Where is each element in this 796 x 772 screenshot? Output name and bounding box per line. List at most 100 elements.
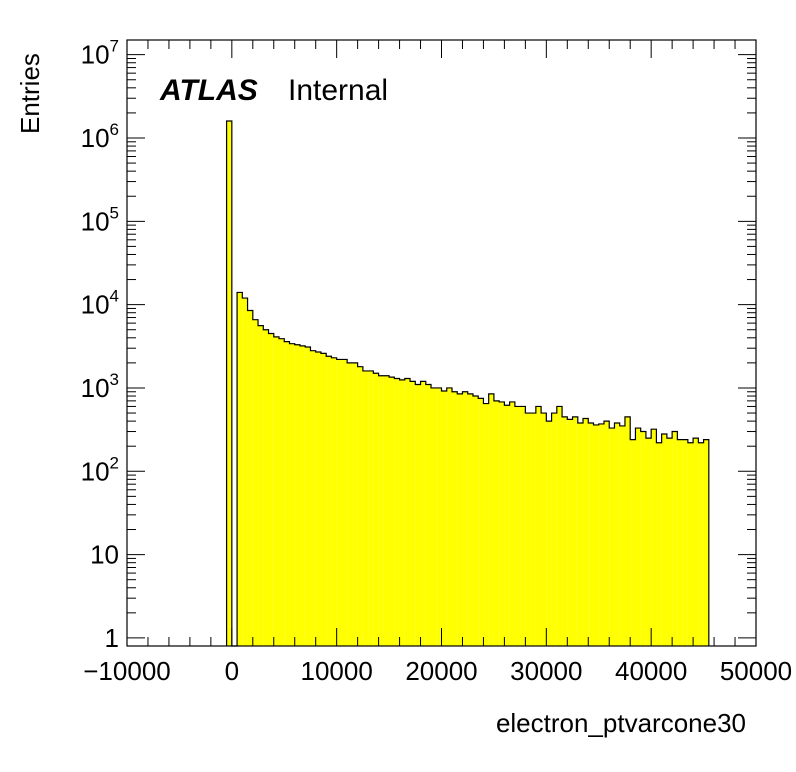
histogram-bar — [520, 406, 526, 646]
histogram-bar — [493, 400, 500, 646]
histogram-bar — [556, 406, 563, 646]
histogram-bar — [305, 347, 311, 646]
histogram-bar — [687, 442, 694, 646]
histogram-bar — [682, 439, 688, 646]
histogram-bar — [431, 387, 437, 646]
histogram-bar — [666, 438, 673, 646]
y-tick-labels: 1 10 102 103 104 105 106 107 — [81, 37, 119, 653]
x-tick-label: 10000 — [301, 656, 373, 686]
x-tick-label: 30000 — [510, 656, 582, 686]
histogram-bar — [703, 439, 709, 646]
x-tick-label: 40000 — [615, 656, 687, 686]
histogram-bar — [252, 319, 259, 646]
histogram-bar — [242, 298, 248, 646]
histogram-bar — [446, 387, 452, 646]
histogram-bar — [462, 391, 468, 646]
histogram-bar — [598, 423, 604, 646]
histogram-bar — [546, 421, 552, 646]
histogram-bar — [478, 398, 484, 646]
histogram-bar — [299, 345, 306, 646]
histogram-bar — [514, 406, 521, 646]
histogram-bar — [378, 375, 384, 646]
histogram-bar — [672, 431, 678, 646]
histogram-bar — [326, 356, 332, 646]
histogram-bar — [530, 413, 536, 646]
histogram-bar — [593, 424, 599, 646]
histogram-bar — [472, 396, 479, 646]
histogram-bar — [583, 418, 589, 646]
histogram-bar — [341, 359, 348, 646]
histogram-bar — [247, 310, 253, 646]
histogram-bar — [488, 393, 494, 646]
histogram-bar — [404, 378, 411, 646]
histogram-bar — [237, 292, 243, 646]
histogram-bars — [226, 120, 709, 647]
histogram-bar — [352, 362, 358, 646]
histogram-bar — [499, 401, 505, 646]
histogram-bar — [383, 375, 390, 646]
histogram-bar — [525, 413, 531, 646]
histogram-bar — [609, 428, 615, 646]
histogram-bar — [677, 439, 683, 646]
histogram-bar — [619, 425, 625, 646]
histogram-bar — [336, 359, 342, 646]
histogram-bar — [614, 422, 620, 646]
y-tick-label: 103 — [81, 370, 119, 403]
histogram-bar — [630, 439, 636, 646]
histogram-bar — [551, 413, 557, 646]
histogram-bar — [624, 416, 631, 646]
histogram-bar — [535, 406, 542, 646]
x-tick-label: −10000 — [83, 656, 170, 686]
histogram-bar — [263, 329, 269, 646]
atlas-label: ATLAS — [159, 74, 258, 107]
histogram-bar — [310, 350, 316, 646]
histogram-bar — [441, 390, 447, 646]
histogram-bar — [635, 428, 641, 646]
histogram-bar — [567, 419, 573, 646]
y-tick-label: 106 — [81, 120, 119, 153]
histogram-bar — [483, 403, 489, 646]
histogram-outline — [225, 120, 710, 647]
histogram-bar — [357, 366, 363, 646]
histogram-bar — [572, 416, 578, 646]
histogram-bar — [399, 379, 405, 646]
histogram-bar — [425, 384, 432, 646]
histogram-bar — [273, 336, 280, 646]
y-tick-label: 1 — [105, 623, 119, 653]
histogram-bar — [362, 370, 369, 646]
histogram-bar — [562, 416, 568, 646]
histogram-bar — [368, 370, 374, 646]
y-tick-label: 105 — [81, 203, 119, 236]
histogram-bar — [279, 338, 285, 646]
x-tick-label: 50000 — [720, 656, 792, 686]
histogram-bar — [258, 325, 264, 646]
histogram-bar — [656, 442, 662, 646]
histogram-bar — [509, 401, 515, 646]
histogram-bar — [645, 438, 652, 646]
histogram-bar — [373, 373, 379, 646]
histogram-bar — [415, 384, 421, 646]
histogram-bar — [320, 353, 327, 646]
histogram-bar — [451, 391, 458, 646]
y-tick-label: 107 — [81, 37, 119, 70]
histogram-bar — [577, 422, 584, 646]
y-tick-label: 10 — [90, 540, 119, 570]
histogram-bar — [289, 343, 295, 646]
histogram-bar — [389, 377, 395, 646]
histogram-bar — [457, 393, 463, 646]
axis-ticks — [126, 40, 757, 646]
y-tick-label: 104 — [81, 287, 119, 320]
histogram-bar — [315, 352, 321, 646]
histogram-bar — [284, 341, 290, 646]
y-tick-label: 102 — [81, 453, 119, 486]
histogram-bar — [588, 422, 594, 646]
y-axis-title: Entries — [15, 53, 45, 134]
histogram-bar — [410, 381, 416, 646]
internal-label: Internal — [288, 74, 388, 107]
histogram-bar — [661, 434, 667, 646]
x-tick-label: 0 — [225, 656, 239, 686]
histogram-bar — [347, 362, 353, 646]
histogram-bar — [603, 421, 610, 646]
histogram-bar — [331, 357, 337, 646]
